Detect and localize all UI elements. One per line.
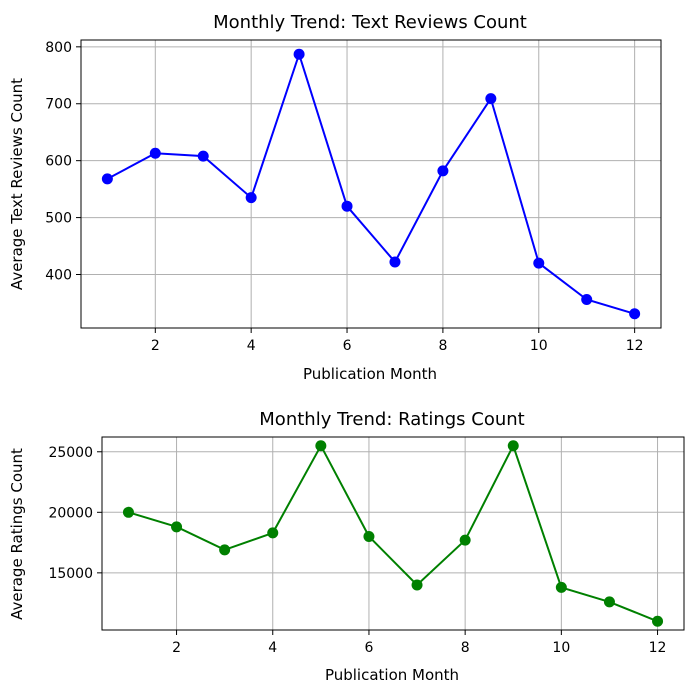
x-tick-label: 6: [343, 338, 352, 354]
series-line: [106, 50, 635, 315]
x-axis-label: Publication Month: [303, 365, 437, 383]
x-tick-label: 8: [438, 338, 447, 354]
y-tick-label: 800: [45, 40, 72, 56]
y-tick-label: 600: [45, 154, 72, 170]
x-tick-label: 8: [461, 640, 470, 656]
series-line: [128, 443, 658, 623]
x-tick-label: 4: [268, 640, 277, 656]
grid: [81, 40, 661, 328]
data-point: [315, 440, 327, 452]
data-point: [652, 615, 664, 627]
y-tick-label: 500: [45, 211, 72, 227]
data-point: [122, 506, 134, 518]
y-axis-ticks: 15000 20000 25000: [48, 445, 102, 582]
x-axis-ticks: 2 4 6 8 10 12: [151, 328, 644, 354]
plot-area: [80, 39, 662, 329]
data-point: [459, 534, 471, 546]
plot-area: [101, 436, 685, 631]
ratings-chart: Monthly Trend: Ratings Count 2 4 6 8 10 12 15…: [8, 409, 685, 684]
data-point: [101, 173, 113, 185]
y-axis-ticks: 400 500 600 700 800: [45, 40, 81, 283]
data-point: [149, 147, 161, 159]
data-point: [629, 308, 641, 320]
series-ratings: [122, 440, 664, 627]
data-point: [603, 596, 615, 608]
data-point: [389, 256, 401, 268]
x-axis-ticks: 2 4 6 8 10 12: [172, 630, 666, 656]
data-point: [245, 192, 257, 204]
x-tick-label: 2: [151, 338, 160, 354]
x-tick-label: 2: [172, 640, 181, 656]
y-tick-label: 700: [45, 97, 72, 113]
y-axis-label: Average Ratings Count: [8, 448, 26, 620]
data-point: [437, 165, 449, 177]
data-point: [197, 150, 209, 162]
x-axis-label: Publication Month: [325, 666, 459, 684]
text-reviews-chart: Monthly Trend: Text Reviews Count 2 4 6 8 10…: [8, 12, 662, 383]
x-tick-label: 4: [247, 338, 256, 354]
data-point: [533, 257, 545, 269]
data-point: [341, 200, 353, 212]
x-tick-label: 6: [364, 640, 373, 656]
y-axis-label: Average Text Reviews Count: [8, 78, 26, 290]
data-point: [267, 527, 279, 539]
y-tick-label: 15000: [48, 566, 93, 582]
data-point: [171, 521, 183, 533]
data-point: [555, 581, 567, 593]
data-point: [581, 294, 593, 306]
y-tick-label: 20000: [48, 505, 93, 521]
y-tick-label: 400: [45, 267, 72, 283]
series-text-reviews: [101, 48, 641, 320]
x-tick-label: 10: [530, 338, 548, 354]
data-point: [485, 93, 497, 105]
data-point: [293, 48, 305, 60]
data-point: [411, 579, 423, 591]
x-tick-label: 12: [649, 640, 667, 656]
data-point: [507, 440, 519, 452]
data-point: [219, 544, 231, 556]
data-point: [363, 531, 375, 543]
x-tick-label: 10: [552, 640, 570, 656]
chart-title: Monthly Trend: Text Reviews Count: [213, 12, 527, 33]
x-tick-label: 12: [626, 338, 644, 354]
chart-title: Monthly Trend: Ratings Count: [259, 409, 524, 430]
y-tick-label: 25000: [48, 445, 93, 461]
